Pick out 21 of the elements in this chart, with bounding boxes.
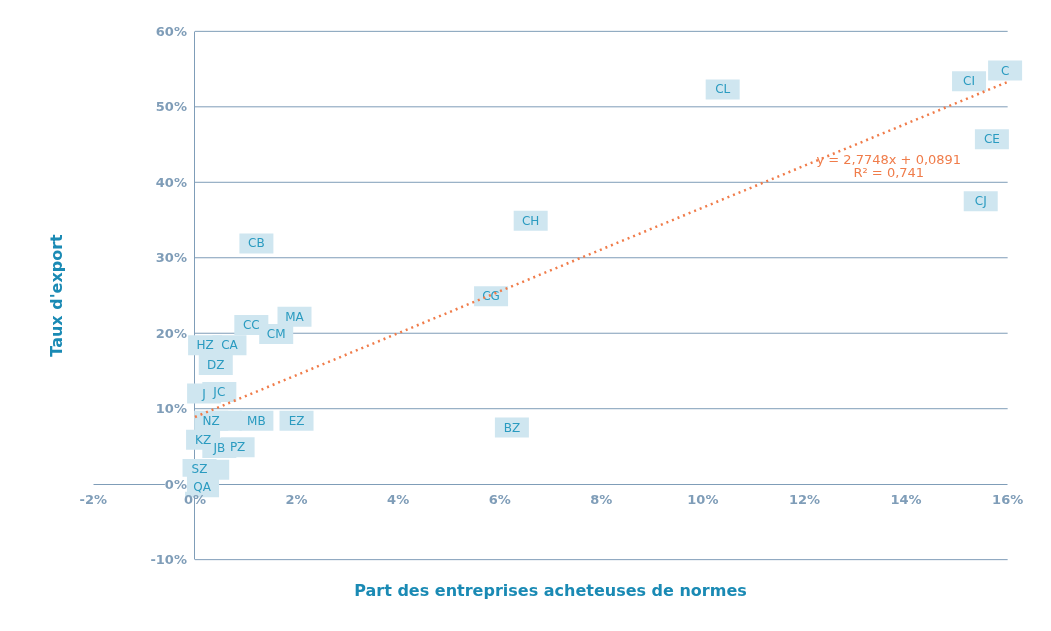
x-tick-label: 2%: [285, 492, 308, 508]
y-tick-label: 30%: [155, 250, 187, 266]
x-tick-label: 8%: [590, 492, 613, 508]
x-tick-label: 10%: [687, 492, 719, 508]
annotation: R² = 0,741: [853, 164, 925, 180]
x-tick-label: -2%: [79, 492, 108, 508]
x-axis-title: Part des entreprises acheteuses de normes: [354, 580, 747, 600]
y-tick-label: 20%: [155, 325, 187, 341]
y-tick-label: 40%: [155, 174, 187, 190]
y-axis-title: Taux d'export: [46, 233, 66, 357]
y-tick-label: -10%: [150, 552, 187, 568]
y-tick-label: 60%: [155, 23, 187, 39]
y-tick-label: 50%: [155, 99, 187, 115]
annotation: y = 2,7748x + 0,0891: [816, 151, 962, 167]
y-tick-label: 0%: [164, 476, 187, 492]
x-tick-label: 14%: [890, 492, 922, 508]
x-tick-label: 4%: [387, 492, 410, 508]
x-tick-label: 12%: [788, 492, 821, 508]
x-tick-label: 6%: [488, 492, 511, 508]
x-tick-label: 16%: [992, 492, 1024, 508]
y-tick-label: 10%: [155, 401, 187, 417]
